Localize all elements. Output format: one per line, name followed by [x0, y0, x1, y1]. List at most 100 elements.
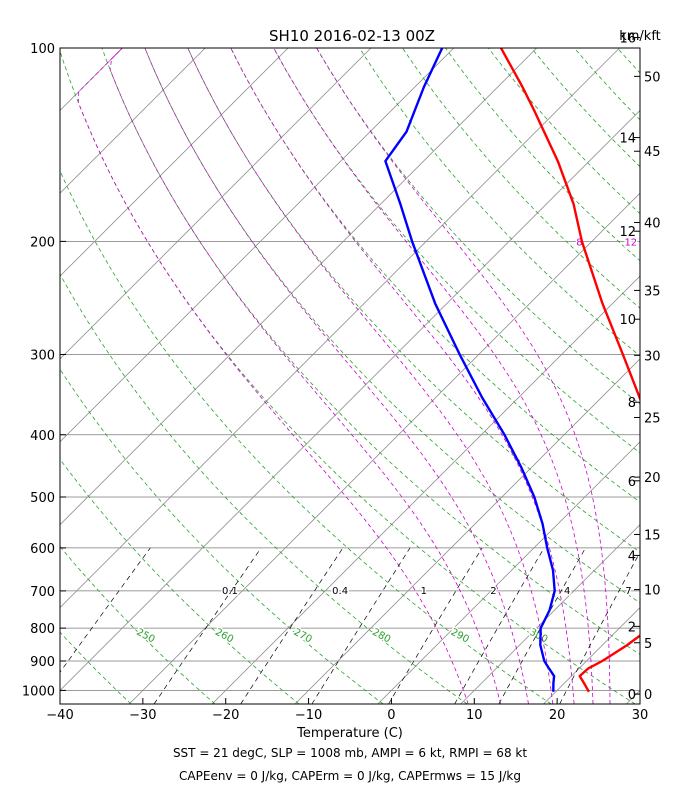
x-tick-label: −40 — [46, 708, 73, 723]
mixing-ratio-label: 1 — [421, 586, 427, 597]
dry-adiabat-line — [488, 48, 640, 215]
dry-adiabat-line — [60, 49, 636, 704]
pressure-tick-label: 800 — [30, 622, 55, 637]
dry-adiabat-label: 260 — [213, 627, 235, 646]
x-axis-label: Temperature (C) — [296, 726, 403, 741]
isotherm-line — [60, 48, 372, 360]
kft-axis-label: 40 — [644, 216, 661, 231]
x-tick-label: −30 — [129, 708, 156, 723]
dry-adiabat-line — [0, 48, 47, 704]
isotherm-line — [294, 358, 640, 704]
kft-axis-label: 10 — [644, 584, 661, 599]
dry-adiabat-line — [60, 545, 216, 704]
pressure-tick-label: 300 — [30, 348, 55, 363]
skewt-chart: SH10 2016-02-13 00Z km/kft 250 260 270 280 2… — [0, 27, 700, 741]
x-tick-label: −10 — [295, 708, 322, 723]
isotherm-line — [626, 689, 640, 704]
isotherm-line — [460, 524, 640, 704]
mixing-ratio-line — [559, 551, 640, 704]
dry-adiabat-label: 250 — [134, 627, 156, 646]
isotherm-line — [60, 48, 123, 111]
km-axis-label: 0 — [628, 688, 636, 703]
kft-axis-label: 0 — [644, 688, 652, 703]
x-tick-label: 0 — [387, 708, 395, 723]
mixing-ratio-line — [498, 547, 586, 704]
x-tick-label: 30 — [632, 708, 649, 723]
dry-adiabat-line — [531, 48, 640, 168]
axes: −40 −30 −20 −10 0 10 20 30100200300400500600700… — [22, 32, 661, 723]
sounding-info-line: SST = 21 degC, SLP = 1008 mb, AMPI = 6 k… — [172, 746, 528, 760]
pressure-tick-label: 600 — [30, 542, 55, 557]
isotherm-line — [60, 109, 640, 691]
mixing-ratio-line — [60, 547, 151, 673]
pressure-tick-label: 700 — [30, 585, 55, 600]
mixing-ratio-line — [240, 547, 344, 704]
dry-adiabat-line — [660, 48, 700, 704]
isotherm-line — [211, 275, 640, 704]
mixing-ratio-label: 7 — [625, 586, 631, 597]
kft-axis-label: 30 — [644, 349, 661, 364]
dry-adiabat-label: 280 — [370, 627, 392, 646]
dry-adiabat-line — [144, 48, 640, 604]
km-axis-label: 14 — [619, 132, 636, 147]
kft-axis-label: 25 — [644, 411, 661, 426]
km-axis-label: 10 — [619, 313, 636, 328]
plot-area: 25026027028029030081216202428320.10.4124… — [0, 48, 700, 704]
mixing-ratio-line — [153, 547, 262, 704]
kft-axis-label: 50 — [644, 70, 661, 85]
pressure-tick-label: 400 — [30, 429, 55, 444]
km-axis-label: 16 — [619, 32, 636, 47]
mixing-ratio-label: 10 — [664, 586, 677, 597]
pressure-tick-label: 200 — [30, 235, 55, 250]
dry-adiabat-line — [187, 48, 640, 553]
dry-adiabat-line — [573, 48, 640, 121]
mixing-ratio-label: 0.4 — [332, 586, 348, 597]
moist-adiabat-label: 8 — [576, 237, 582, 248]
dry-adiabat-line — [445, 48, 640, 262]
kft-axis-label: 35 — [644, 284, 661, 299]
mixing-ratio-label: 4 — [564, 586, 570, 597]
moist-adiabat-line — [273, 48, 594, 704]
mixing-ratio-label: 2 — [490, 586, 496, 597]
moist-adiabat-line — [144, 48, 529, 704]
pressure-tick-label: 1000 — [22, 684, 55, 699]
dry-adiabat-line — [60, 458, 300, 704]
mixing-ratio-label: 0.1 — [222, 586, 238, 597]
plot-frame — [59, 47, 641, 705]
moist-adiabat-line — [316, 48, 611, 704]
isotherm-line — [128, 192, 640, 704]
dry-adiabat-label: 300 — [527, 627, 549, 646]
chart-title: SH10 2016-02-13 00Z — [269, 27, 435, 45]
isotherm-line — [377, 441, 640, 704]
isotherm-line — [60, 48, 206, 194]
dry-adiabat-line — [60, 631, 132, 704]
cape-info-line: CAPEenv = 0 J/kg, CAPErm = 0 J/kg, CAPEr… — [179, 769, 521, 783]
pressure-tick-label: 100 — [30, 42, 55, 57]
dry-adiabat-label: 290 — [449, 627, 471, 646]
km-axis-label: 6 — [628, 475, 636, 490]
km-axis-label: 12 — [619, 225, 636, 240]
mixing-ratio-line — [311, 547, 411, 704]
dry-adiabat-line — [60, 368, 384, 704]
pressure-tick-label: 900 — [30, 655, 55, 670]
kft-axis-label: 20 — [644, 471, 661, 486]
dry-adiabat-line — [60, 169, 552, 704]
dewpoint-profile-line — [384, 48, 556, 692]
dry-adiabat-line — [273, 48, 640, 454]
moist-adiabat-line — [187, 48, 554, 704]
isotherm-line — [60, 48, 537, 526]
km-axis-label: 2 — [628, 620, 636, 635]
x-tick-label: 10 — [466, 708, 483, 723]
km-axis-label: 8 — [628, 396, 636, 411]
dry-adiabat-line — [230, 48, 640, 503]
height-axis-units: km/kft — [619, 29, 661, 44]
dry-adiabat-line — [402, 48, 640, 309]
isotherm-line — [60, 48, 289, 277]
kft-axis-label: 15 — [644, 528, 661, 543]
dry-adiabat-label: 270 — [292, 627, 314, 646]
moist-adiabat-line — [77, 48, 469, 704]
pressure-tick-label: 500 — [30, 491, 55, 506]
moist-adiabat-label: 12 — [624, 237, 637, 248]
moist-adiabat-line — [230, 48, 575, 704]
moist-adiabat-label: 16 — [687, 237, 700, 248]
